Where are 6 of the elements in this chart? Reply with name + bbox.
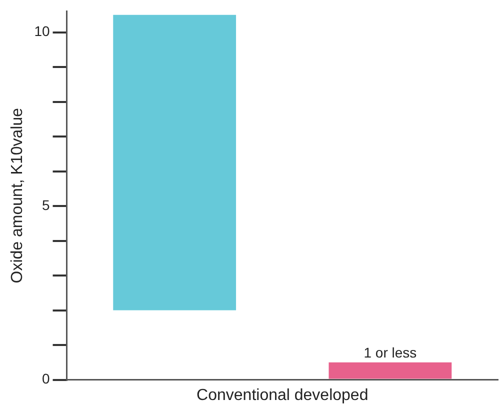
y-tick-label: 0 — [42, 370, 50, 387]
y-tick-label: 10 — [34, 23, 50, 40]
x-axis-title: Conventional developed — [196, 386, 368, 404]
y-axis-title: Oxide amount, K10value — [9, 108, 26, 284]
y-tick-label: 5 — [42, 196, 50, 213]
data-label: 1 or less — [364, 344, 417, 360]
